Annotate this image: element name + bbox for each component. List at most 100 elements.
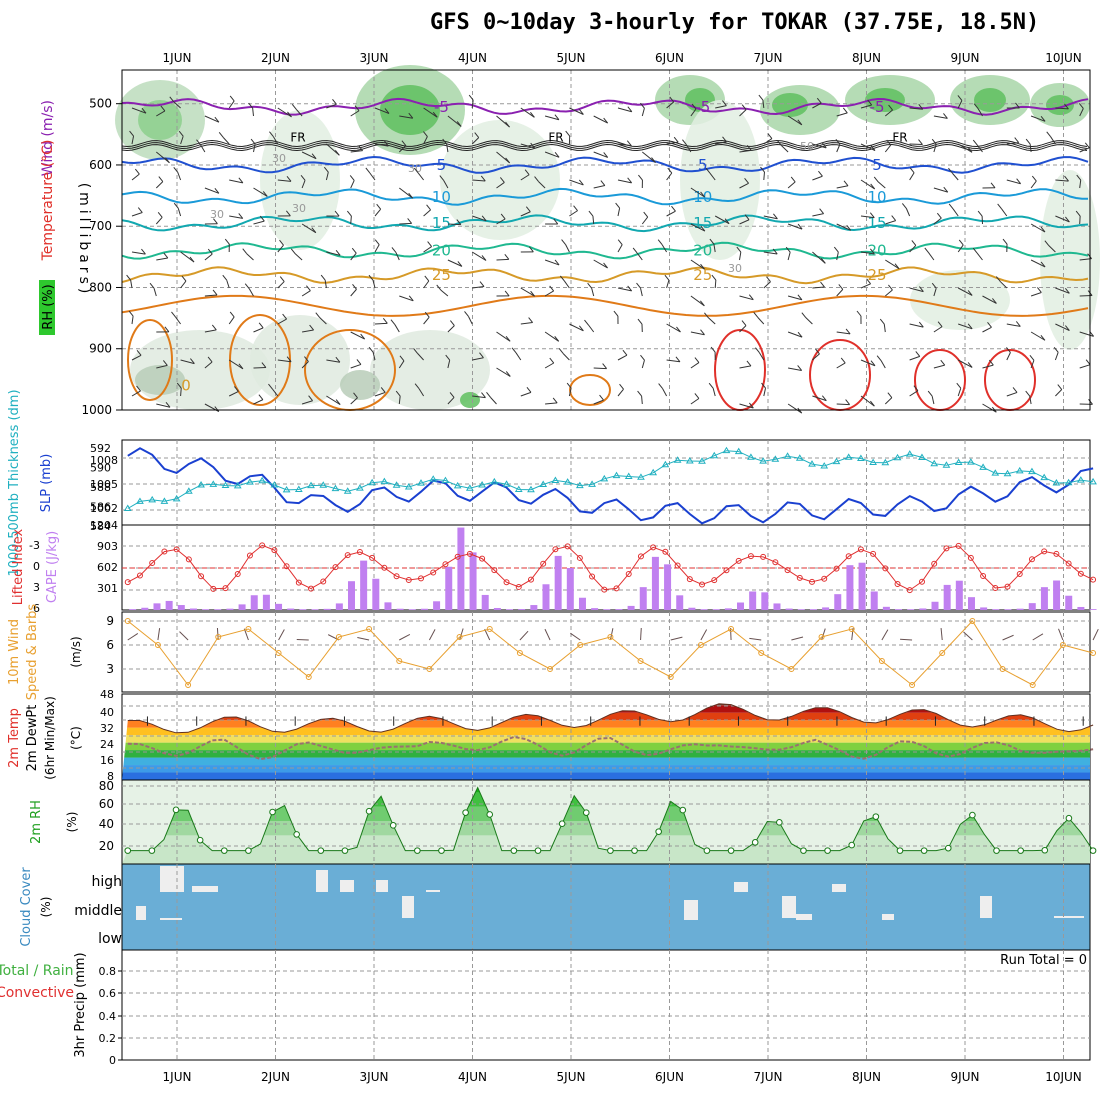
wind-barb [332,98,337,105]
cape-bar [822,607,830,610]
cape-bar [566,568,574,610]
wind-barb [603,117,609,124]
li-marker [540,560,547,567]
isotherm-loop [127,319,173,401]
wind-barb [599,394,604,401]
wind-barb [554,114,560,121]
ylabel-rh-unit: (%) [65,812,79,833]
precip-tick-label: 0.2 [99,1032,117,1045]
wind-barb [797,365,803,371]
wind-barb [376,203,382,210]
wind-barb [805,317,813,325]
wind-barb [797,407,803,414]
precip-ylabel: 3hr Precip (mm) [73,952,88,1057]
wind-barb [277,318,287,325]
precip-panel-frame [121,949,1091,1061]
wind10m-barb [157,628,161,641]
li-marker [686,576,693,583]
wind-barb [909,287,924,293]
wind-speed-marker [516,650,523,656]
rh-shading [380,85,440,135]
wind-barb [617,244,623,253]
li-tick-label: 6 [33,602,40,615]
wind-barb [694,357,700,363]
thickness-marker [942,461,951,468]
li-marker [821,575,828,582]
thickness-marker [514,485,523,493]
wind-barb [554,151,560,158]
wind-barb [471,251,487,261]
cape-bar [846,565,854,610]
wind-barb [627,285,633,292]
wind-barb [273,136,279,145]
wind-barb [866,278,871,285]
wind-barb [407,218,413,224]
wind-barb [1015,321,1021,327]
wind-barb [1055,179,1069,182]
wind-barb [931,138,937,145]
wind-barb [600,180,606,186]
rh-marker [969,811,976,819]
li-marker [772,559,779,566]
rh-marker [148,847,156,854]
wind-barb [641,216,649,225]
ylabel-millibars: (millibars) [76,183,92,298]
cloud-clear-cell [882,914,894,920]
li-marker [552,546,559,553]
wind-barb [1079,179,1082,189]
wind-barb [228,391,239,397]
wind-barb [472,286,485,289]
thickness-marker [1052,479,1061,486]
cape-bar [226,608,234,610]
wind-barb [447,115,462,127]
rh-marker [172,806,180,814]
wind-barb [213,218,218,225]
wind10m-barb [278,629,285,641]
wind-barb [544,290,554,297]
wind-barb [390,319,396,326]
wind-barb [530,290,536,297]
wind-barb [1036,287,1042,293]
wind-barb [269,131,274,138]
wind-barb [350,150,363,153]
wind-barb [894,263,900,270]
cape-bar [785,608,793,610]
wind-barb [781,145,789,153]
wind-barb [919,286,924,292]
wind-speed-marker [878,658,885,664]
wind-barb [1064,325,1070,331]
wind-barb [285,210,291,217]
wind-barb [315,312,321,318]
wind-barb [593,151,608,158]
wind-barb [368,274,374,281]
wind-barb [423,280,430,289]
wind-barb [326,359,340,363]
cape-bar [347,581,355,610]
wind10m-barb [399,633,411,641]
wind-barb [423,136,428,145]
wind10m-barb [179,631,189,641]
wind-barb [957,388,962,397]
wind-barb [131,390,141,397]
wind-barb [819,208,825,214]
wind-barb [504,290,510,297]
rh-shading [460,392,480,408]
wind-speed-marker [637,658,644,664]
rh-marker [341,847,349,854]
wind-barb [319,317,327,325]
cape-bar [408,609,416,610]
wind-barb [399,295,414,302]
x-tick-label-top: 2JUN [261,51,290,65]
rh-ylabel: 2m RH [29,800,44,844]
isotherm-line [121,241,1089,260]
wind-barb [374,391,386,397]
wind-barb [972,139,978,146]
wind-barb [739,182,749,189]
wind-barb [423,107,438,118]
wind-barb [673,136,679,143]
wind-barb [617,179,632,184]
li-marker [234,570,241,577]
li-marker [393,573,400,580]
cloud-clear-cell [192,886,218,892]
cape-bar [737,602,745,610]
